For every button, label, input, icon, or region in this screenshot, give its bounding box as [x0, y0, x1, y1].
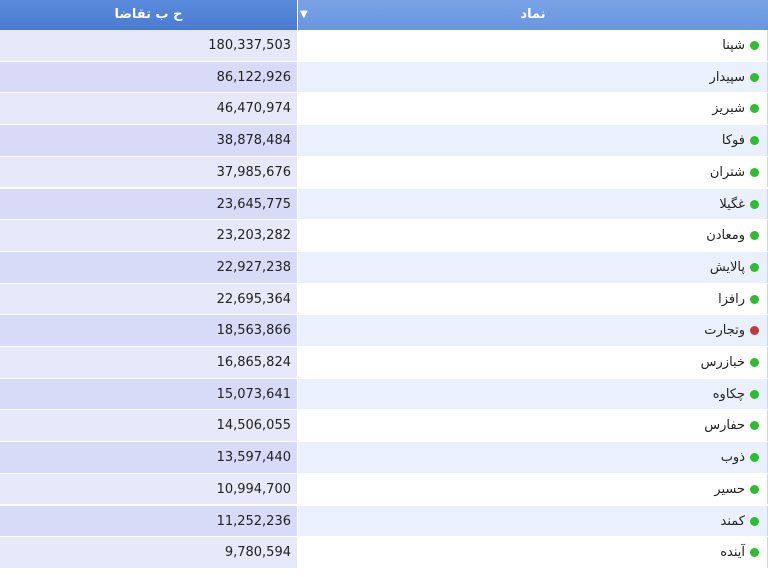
table-row[interactable]: 22,695,364 رافزا: [0, 283, 768, 316]
column-header[interactable]: ح ب تقاضا: [0, 0, 297, 30]
status-dot: [750, 104, 759, 114]
symbol-cell: فوکا: [298, 125, 768, 156]
table-row[interactable]: 46,470,974 شبریز: [0, 93, 768, 126]
symbol-text[interactable]: چکاوه: [712, 386, 745, 402]
value-cell: 22,927,238: [0, 251, 297, 283]
status-dot: [750, 421, 759, 431]
status-dot: [750, 484, 759, 494]
symbol-cell: شبریز: [298, 93, 768, 125]
column-header[interactable]: ▼ نماد: [298, 0, 768, 30]
value-cell: 46,470,974: [0, 93, 297, 125]
value-cell: 16,865,824: [0, 347, 297, 378]
table-row[interactable]: 11,252,236 کمند: [0, 505, 768, 538]
symbol-text[interactable]: حفارس: [704, 418, 745, 434]
symbol-text[interactable]: آینده: [720, 545, 745, 561]
table-row[interactable]: 22,927,238 پالایش: [0, 251, 768, 284]
value-cell: 11,252,236: [0, 505, 297, 537]
value-cell: 15,073,641: [0, 378, 297, 410]
symbol-text[interactable]: پالایش: [709, 259, 745, 275]
value-cell: 10,994,700: [0, 473, 297, 505]
table-row[interactable]: 10,994,700 حسیر: [0, 473, 768, 506]
symbol-text[interactable]: رافزا: [718, 291, 745, 307]
symbol-text[interactable]: وتجارت: [704, 323, 745, 339]
symbol-text[interactable]: سپیدار: [709, 69, 745, 85]
symbol-cell: شتران: [298, 156, 768, 188]
symbol-cell: چکاوه: [298, 378, 768, 410]
symbol-text[interactable]: شپنا: [722, 38, 745, 53]
symbol-cell: ذوب: [298, 442, 768, 473]
value-cell: 86,122,926: [0, 61, 297, 93]
value-cell: 22,695,364: [0, 283, 297, 315]
value-cell: 37,985,676: [0, 156, 297, 188]
value-cell: 14,506,055: [0, 410, 297, 442]
status-dot: [750, 167, 759, 177]
status-dot: [750, 231, 759, 241]
table-row[interactable]: 37,985,676 شتران: [0, 156, 768, 189]
status-dot: [750, 72, 759, 82]
table-row[interactable]: 16,865,824 خبازرس: [0, 347, 768, 379]
symbol-text[interactable]: شبریز: [712, 101, 745, 117]
symbol-cell: غگیلا: [298, 188, 768, 220]
status-dot: [750, 262, 759, 272]
symbol-cell: سپیدار: [298, 61, 768, 93]
symbol-cell: حفارس: [298, 410, 768, 442]
status-dot: [750, 389, 759, 399]
symbol-cell: پالایش: [298, 251, 768, 283]
value-cell: 23,645,775: [0, 188, 297, 220]
symbol-cell: حسیر: [298, 473, 768, 505]
symbol-text[interactable]: غگیلا: [719, 196, 745, 212]
symbol-text[interactable]: خبازرس: [700, 355, 745, 370]
value-cell: 13,597,440: [0, 442, 297, 473]
table-row[interactable]: 14,506,055 حفارس: [0, 410, 768, 443]
symbol-cell: آینده: [298, 537, 768, 568]
status-dot: [750, 136, 759, 146]
table-row[interactable]: 86,122,926 سپیدار: [0, 61, 768, 94]
status-dot: [750, 453, 759, 463]
status-dot: [750, 516, 759, 526]
value-cell: 9,780,594: [0, 537, 297, 568]
value-cell: 23,203,282: [0, 220, 297, 251]
symbol-text[interactable]: شتران: [709, 164, 745, 180]
sort-icon[interactable]: ▼: [300, 9, 308, 20]
symbol-text[interactable]: کمند: [720, 513, 745, 529]
table-row[interactable]: 180,337,503 شپنا: [0, 30, 768, 62]
symbol-cell: وتجارت: [298, 315, 768, 346]
symbol-cell: کمند: [298, 505, 768, 537]
table-row[interactable]: 23,645,775 غگیلا: [0, 188, 768, 221]
table-row[interactable]: 38,878,484 فوکا: [0, 125, 768, 157]
header-text: نماد: [520, 7, 546, 22]
symbol-text[interactable]: ذوب: [720, 450, 745, 466]
symbol-text[interactable]: حسیر: [714, 481, 745, 497]
status-dot: [750, 41, 759, 50]
table-row[interactable]: 23,203,282 ومعادن: [0, 220, 768, 252]
status-dot: [750, 548, 759, 558]
symbol-text[interactable]: فوکا: [721, 133, 745, 149]
status-dot: [750, 326, 759, 336]
symbol-cell: خبازرس: [298, 347, 768, 378]
status-dot: [750, 294, 759, 304]
table-row[interactable]: 9,780,594 آینده: [0, 537, 768, 569]
table-row[interactable]: 15,073,641 چکاوه: [0, 378, 768, 411]
status-dot: [750, 199, 759, 209]
table-row[interactable]: 18,563,866 وتجارت: [0, 315, 768, 347]
value-cell: 180,337,503: [0, 30, 297, 61]
symbol-cell: شپنا: [298, 30, 768, 61]
symbol-cell: ومعادن: [298, 220, 768, 251]
status-dot: [750, 358, 759, 367]
value-cell: 18,563,866: [0, 315, 297, 346]
symbol-text[interactable]: ومعادن: [706, 228, 745, 244]
symbol-cell: رافزا: [298, 283, 768, 315]
value-cell: 38,878,484: [0, 125, 297, 156]
table-row[interactable]: 13,597,440 ذوب: [0, 442, 768, 474]
